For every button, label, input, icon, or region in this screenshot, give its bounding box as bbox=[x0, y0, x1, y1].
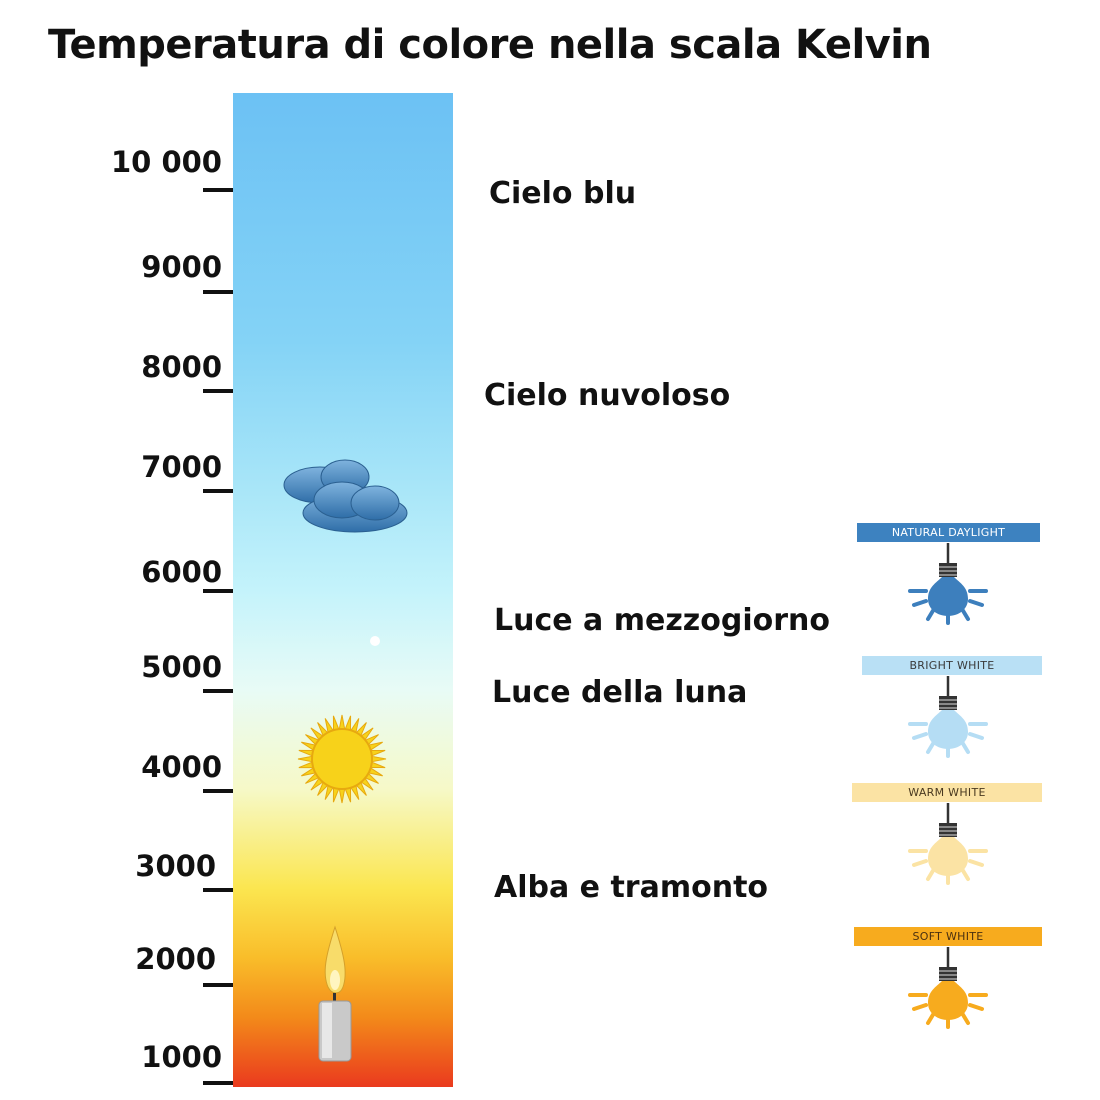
bulb-banner: WARM WHITE bbox=[852, 783, 1042, 802]
label-luna: Luce della luna bbox=[492, 675, 748, 710]
bulb-banner: NATURAL DAYLIGHT bbox=[857, 523, 1040, 542]
tick-label: 10 000 bbox=[111, 145, 222, 179]
tick-label: 4000 bbox=[141, 750, 222, 784]
label-mezzogiorno: Luce a mezzogiorno bbox=[494, 603, 831, 638]
tick-label: 7000 bbox=[141, 450, 222, 484]
bulb-banner: SOFT WHITE bbox=[854, 927, 1042, 946]
tick-mark bbox=[203, 589, 233, 593]
tick-label: 2000 bbox=[135, 942, 216, 976]
tick-label: 3000 bbox=[135, 849, 216, 883]
cloud-icon bbox=[283, 459, 408, 533]
kelvin-gradient-bar bbox=[233, 93, 453, 1087]
light-bulb-icon bbox=[908, 676, 988, 758]
tick-mark bbox=[203, 1081, 233, 1085]
candle-icon bbox=[318, 925, 352, 1062]
tick-mark bbox=[203, 689, 233, 693]
tick-mark bbox=[203, 489, 233, 493]
tick-mark bbox=[203, 290, 233, 294]
bulb-banner: BRIGHT WHITE bbox=[862, 656, 1042, 675]
light-bulb-icon bbox=[908, 947, 988, 1029]
tick-label: 1000 bbox=[141, 1040, 222, 1074]
tick-mark bbox=[203, 188, 233, 192]
tick-mark bbox=[203, 389, 233, 393]
tick-label: 5000 bbox=[141, 650, 222, 684]
light-bulb-icon bbox=[908, 803, 988, 885]
tick-mark bbox=[203, 789, 233, 793]
tick-label: 8000 bbox=[141, 350, 222, 384]
tick-mark bbox=[203, 983, 233, 987]
label-cielo-nuvoloso: Cielo nuvoloso bbox=[484, 378, 731, 413]
label-cielo-blu: Cielo blu bbox=[489, 176, 637, 211]
moon-dot-icon bbox=[370, 636, 380, 646]
tick-label: 6000 bbox=[141, 555, 222, 589]
tick-mark bbox=[203, 888, 233, 892]
sun-icon bbox=[297, 714, 387, 804]
page-title: Temperatura di colore nella scala Kelvin bbox=[48, 22, 932, 68]
tick-label: 9000 bbox=[141, 250, 222, 284]
light-bulb-icon bbox=[908, 543, 988, 625]
label-alba-tramonto: Alba e tramonto bbox=[494, 870, 769, 905]
